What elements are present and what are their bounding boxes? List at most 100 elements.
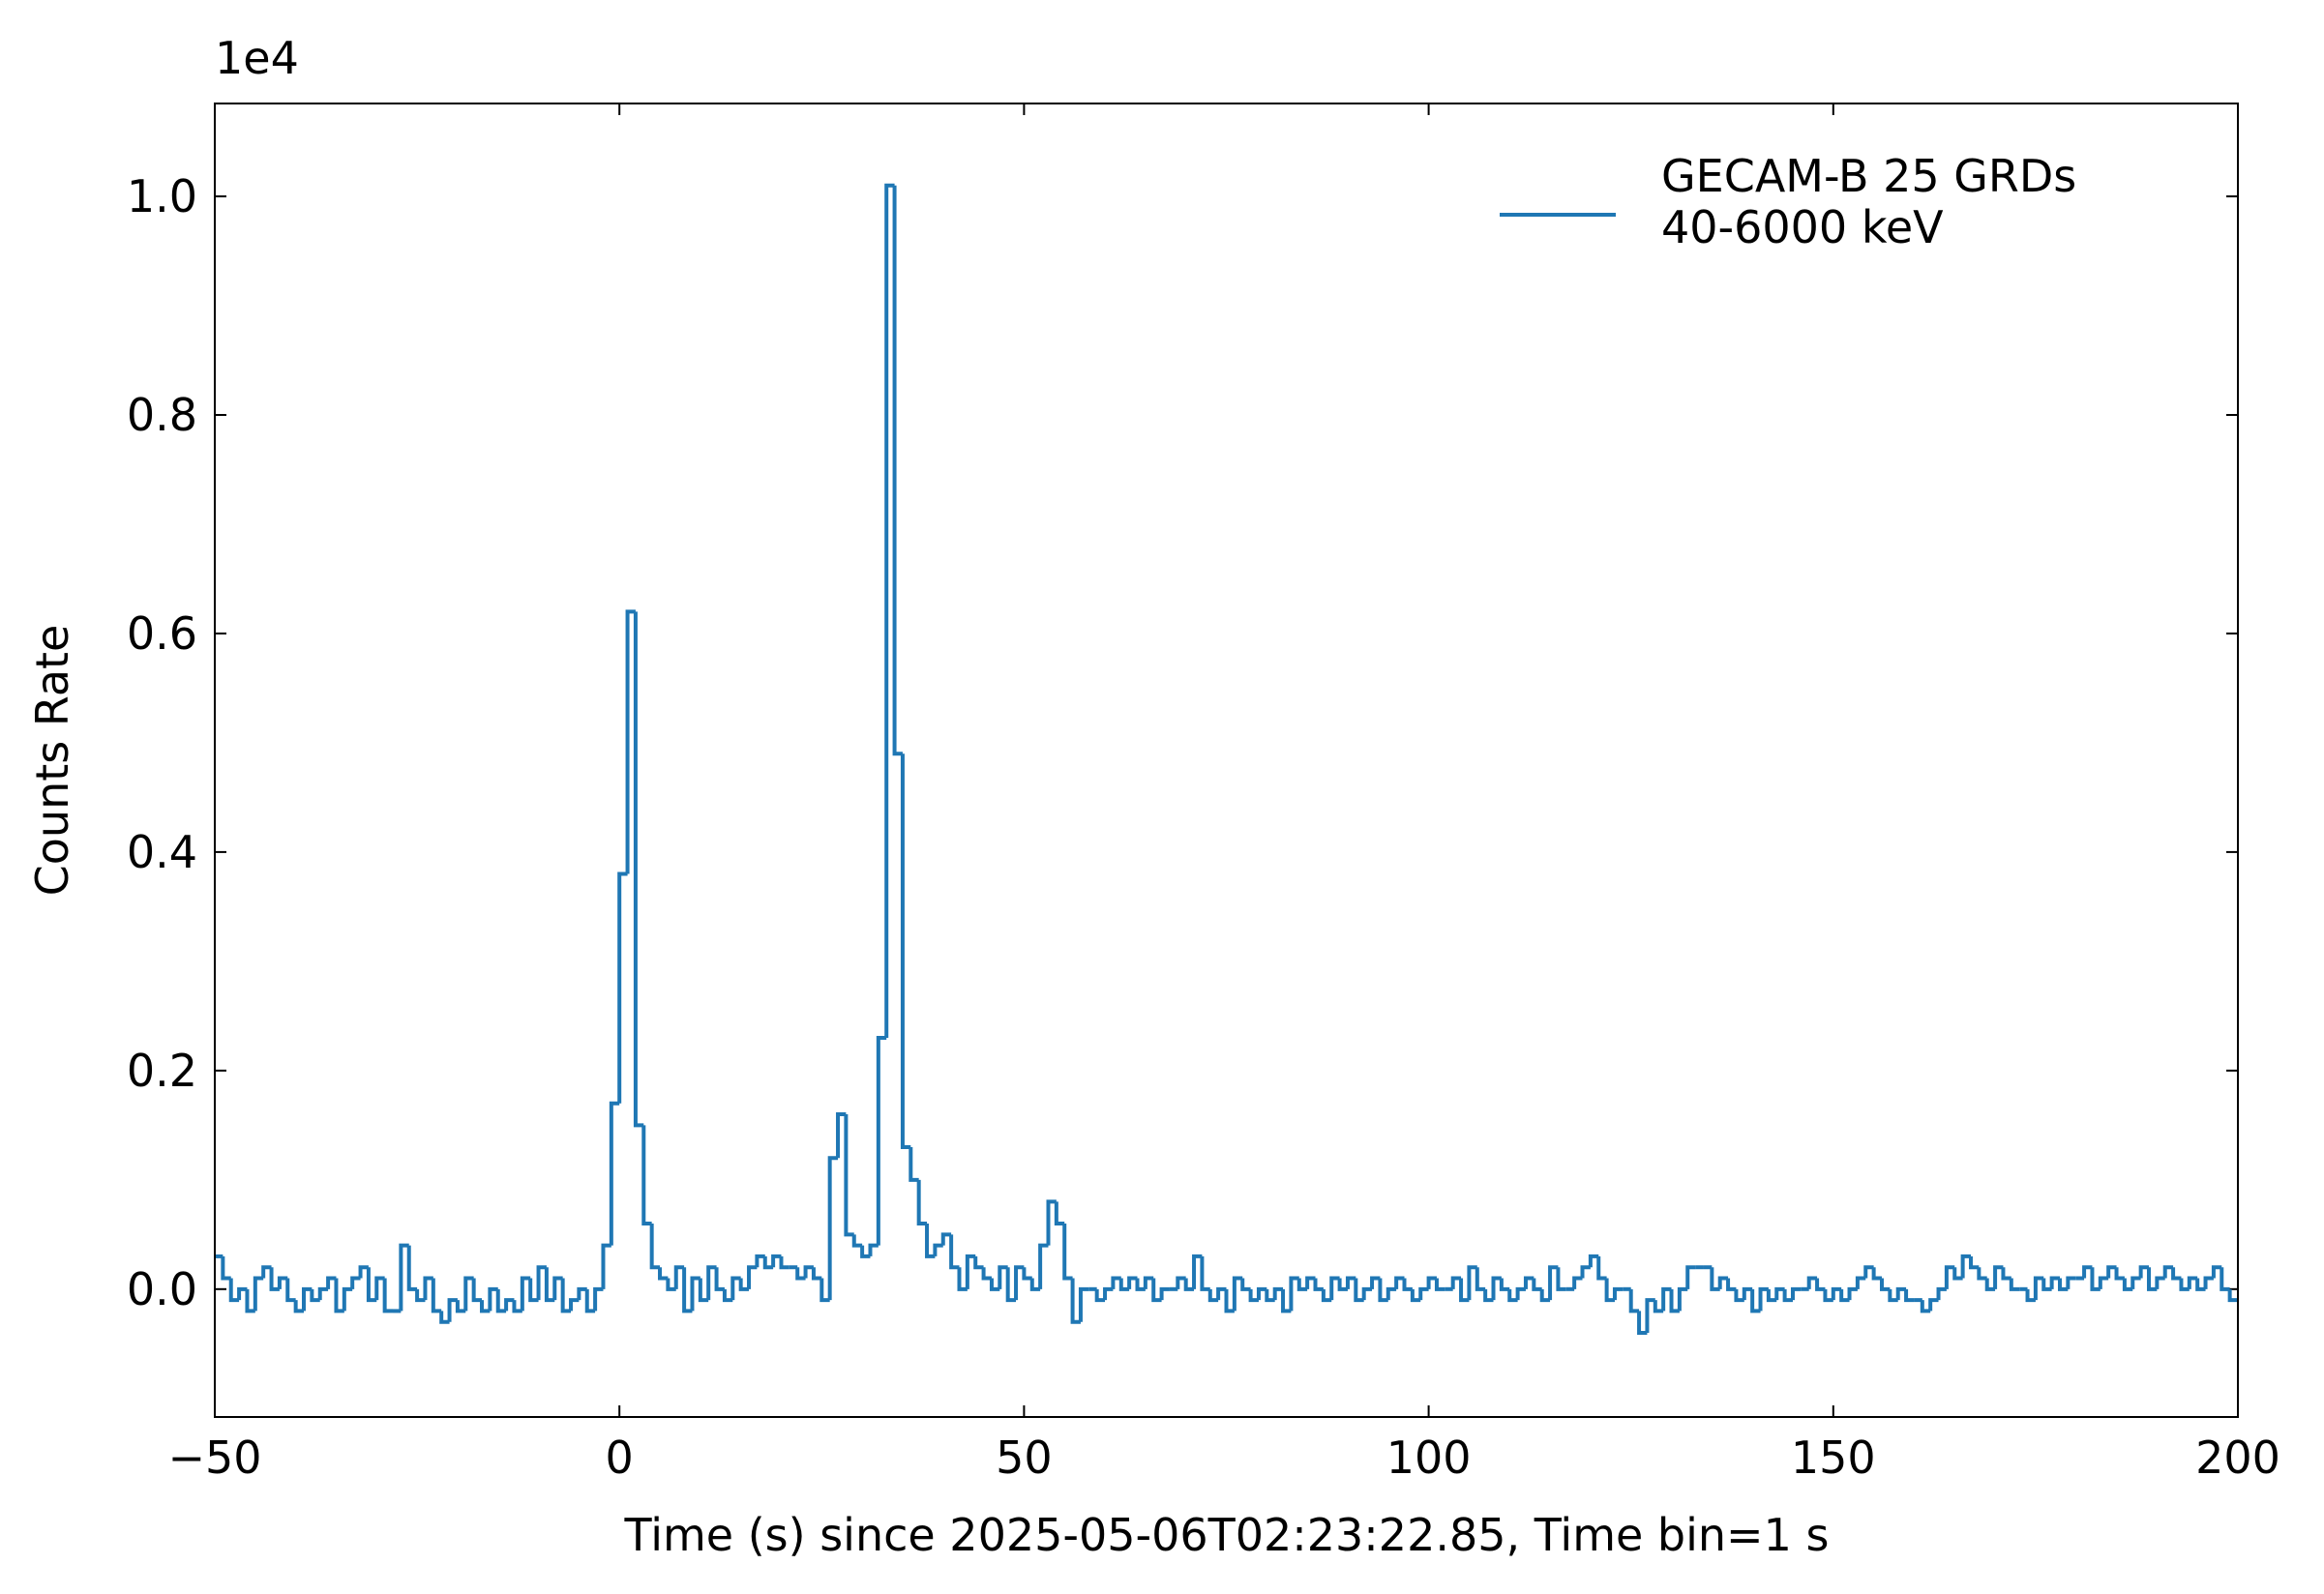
- step-segment: [771, 1254, 782, 1268]
- step-segment: [1831, 1286, 1842, 1301]
- y-tick-label: 0.2: [127, 1045, 197, 1097]
- step-segment: [1361, 1286, 1373, 1301]
- step-segment: [463, 1276, 474, 1312]
- step-segment: [237, 1286, 248, 1301]
- step-segment: [1766, 1288, 1777, 1303]
- step-segment: [2130, 1276, 2141, 1289]
- step-segment: [1782, 1288, 1793, 1303]
- step-segment: [1135, 1278, 1146, 1291]
- step-segment: [480, 1300, 491, 1314]
- step-segment: [827, 1156, 839, 1301]
- step-segment: [1863, 1265, 1874, 1279]
- step-segment: [1176, 1276, 1186, 1289]
- step-segment: [1871, 1267, 1882, 1281]
- step-segment: [2033, 1276, 2044, 1301]
- step-segment: [2220, 1267, 2230, 1291]
- y-tick-label: 1.0: [127, 170, 197, 222]
- step-segment: [2009, 1278, 2020, 1291]
- y-tick-label: 0.8: [127, 389, 197, 441]
- step-segment: [293, 1300, 305, 1314]
- step-segment: [730, 1276, 741, 1301]
- step-segment: [1434, 1278, 1445, 1291]
- step-segment: [601, 1243, 611, 1289]
- step-segment: [1232, 1276, 1243, 1312]
- step-segment: [641, 1125, 652, 1226]
- step-segment: [1022, 1267, 1032, 1281]
- step-segment: [584, 1288, 596, 1314]
- step-segment: [2211, 1265, 2222, 1279]
- step-segment: [1879, 1278, 1891, 1291]
- step-segment: [2090, 1267, 2101, 1291]
- step-segment: [925, 1224, 936, 1258]
- step-segment: [949, 1234, 960, 1270]
- step-segment: [439, 1311, 450, 1324]
- step-segment: [1224, 1288, 1235, 1314]
- step-segment: [1378, 1278, 1388, 1303]
- step-segment: [1742, 1286, 1753, 1301]
- x-axis-label: Time (s) since 2025-05-06T02:23:22.85, T…: [624, 1509, 1830, 1561]
- step-segment: [1847, 1286, 1858, 1301]
- step-segment: [666, 1278, 676, 1291]
- step-segment: [552, 1276, 563, 1301]
- step-segment: [933, 1243, 943, 1256]
- step-segment: [488, 1286, 498, 1312]
- step-segment: [1977, 1267, 1987, 1281]
- step-segment: [1904, 1288, 1915, 1303]
- step-segment: [1240, 1278, 1251, 1291]
- step-segment: [965, 1254, 976, 1289]
- step-segment: [1920, 1300, 1931, 1314]
- step-segment: [1289, 1276, 1299, 1312]
- x-tick-label: 200: [2195, 1432, 2280, 1484]
- legend-label: GECAM-B 25 GRDs 40-6000 keV: [1661, 150, 2076, 253]
- step-segment: [1038, 1243, 1049, 1289]
- step-segment: [722, 1288, 733, 1303]
- step-segment: [2179, 1278, 2190, 1291]
- step-segment: [981, 1267, 992, 1281]
- step-segment: [1758, 1286, 1769, 1312]
- step-segment: [1370, 1276, 1381, 1289]
- y-tick-label: 0.0: [127, 1263, 197, 1315]
- step-segment: [1717, 1276, 1729, 1289]
- step-segment: [512, 1300, 522, 1314]
- step-segment: [2098, 1276, 2109, 1289]
- step-segment: [277, 1276, 288, 1289]
- x-tick-label: 0: [606, 1432, 634, 1484]
- step-segment: [423, 1276, 433, 1301]
- step-segment: [940, 1232, 952, 1246]
- step-segment: [544, 1267, 555, 1303]
- step-segment: [2195, 1278, 2206, 1291]
- step-segment: [1888, 1288, 1898, 1303]
- step-segment: [2227, 1288, 2238, 1303]
- step-segment: [253, 1276, 264, 1312]
- step-segment: [1329, 1276, 1340, 1301]
- step-segment: [1467, 1265, 1477, 1301]
- step-segment: [1669, 1288, 1680, 1314]
- step-segment: [2041, 1278, 2052, 1291]
- step-segment: [1426, 1276, 1437, 1289]
- step-segment: [269, 1267, 280, 1291]
- step-segment: [536, 1265, 547, 1301]
- step-segment: [609, 1101, 620, 1246]
- step-segment: [1734, 1288, 1744, 1303]
- step-segment: [1272, 1286, 1284, 1301]
- step-segment: [382, 1278, 394, 1314]
- step-segment: [1944, 1265, 1955, 1289]
- step-segment: [1604, 1278, 1615, 1303]
- step-segment: [1078, 1286, 1089, 1322]
- step-segment: [1685, 1265, 1696, 1289]
- step-segment: [2155, 1276, 2165, 1289]
- step-segment: [415, 1288, 426, 1303]
- step-segment: [1572, 1276, 1583, 1289]
- step-segment: [1281, 1288, 1292, 1314]
- step-segment: [1127, 1276, 1138, 1289]
- step-segment: [1483, 1288, 1494, 1303]
- step-segment: [633, 611, 644, 1128]
- step-segment: [1475, 1267, 1486, 1291]
- step-segment: [714, 1267, 725, 1291]
- step-segment: [706, 1265, 717, 1301]
- step-segment: [2066, 1276, 2076, 1289]
- x-tick-label: 150: [1791, 1432, 1876, 1484]
- step-segment: [1062, 1224, 1073, 1281]
- step-segment: [1895, 1286, 1907, 1301]
- step-segment: [1418, 1286, 1429, 1301]
